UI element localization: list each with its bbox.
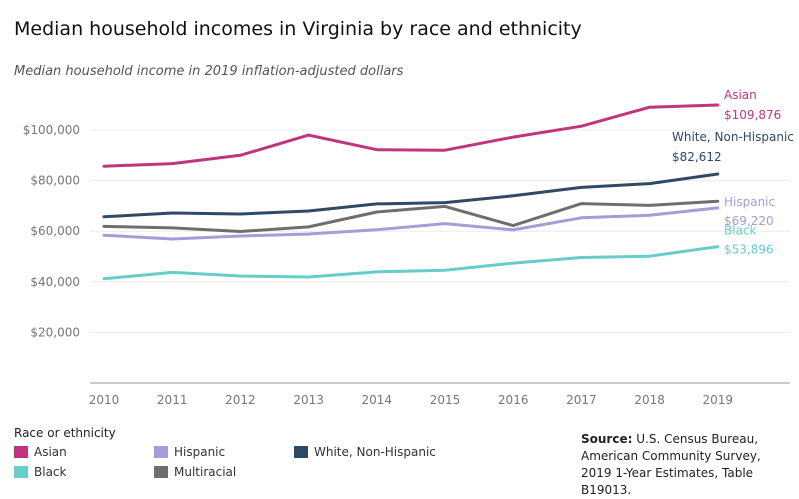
end-label-series-name: Black	[724, 224, 757, 238]
end-labels: Asian $109,876 White, Non-Hispanic $82,612 H…	[672, 88, 794, 257]
x-tick-label: 2014	[362, 393, 393, 407]
series-line-white-non-hispanic	[102, 172, 720, 219]
line-chart: $20,000 $40,000 $60,000 $80,000 $100,000 201…	[23, 88, 794, 407]
y-tick-label: $60,000	[30, 224, 80, 238]
series-line-asian	[102, 103, 720, 168]
x-tick-label: 2015	[430, 393, 461, 407]
legend-title: Race or ethnicity	[14, 426, 116, 440]
y-tick-label: $80,000	[30, 174, 80, 188]
source-label: Source:	[581, 432, 633, 446]
chart-subtitle: Median household income in 2019 inflatio…	[14, 64, 404, 79]
legend-label: Multiracial	[174, 465, 237, 479]
legend-item-asian[interactable]: Asian	[14, 445, 67, 459]
end-label-value: $109,876	[724, 108, 781, 122]
x-tick-label: 2018	[634, 393, 665, 407]
legend-label: Asian	[34, 445, 67, 459]
series-line-multiracial	[102, 199, 720, 233]
end-label-value: $69,220	[724, 214, 774, 228]
series-line-hispanic	[102, 206, 720, 241]
end-label-value: $53,896	[724, 243, 774, 257]
source-text: U.S. Census Bureau, American Community S…	[581, 432, 761, 497]
legend-swatch	[154, 446, 168, 458]
source-note: Source: U.S. Census Bureau, American Com…	[581, 431, 791, 499]
x-tick-label: 2016	[498, 393, 529, 407]
end-label-series-name: White, Non-Hispanic	[672, 130, 794, 144]
x-tick-label: 2017	[566, 393, 597, 407]
y-tick-label: $40,000	[30, 275, 80, 289]
end-label-value: $82,612	[672, 150, 722, 164]
x-tick-label: 2011	[157, 393, 188, 407]
x-tick-label: 2013	[293, 393, 324, 407]
legend-swatch	[14, 446, 28, 458]
end-label-series-name: Hispanic	[724, 195, 775, 209]
chart-title: Median household incomes in Virginia by …	[14, 18, 582, 40]
legend-label: White, Non-Hispanic	[314, 445, 436, 459]
y-axis: $20,000 $40,000 $60,000 $80,000 $100,000	[23, 123, 80, 339]
legend-swatch	[294, 446, 308, 458]
y-tick-label: $20,000	[30, 325, 80, 339]
legend-item-hispanic[interactable]: Hispanic	[154, 445, 225, 459]
legend-swatch	[14, 466, 28, 478]
series-lines	[102, 103, 720, 281]
legend-item-white-non-hispanic[interactable]: White, Non-Hispanic	[294, 445, 436, 459]
x-tick-label: 2019	[703, 393, 734, 407]
series-line-black	[102, 245, 720, 281]
x-axis: 2010 2011 2012 2013 2014 2015 2016 2017 2018 2019	[89, 382, 790, 407]
x-tick-label: 2010	[89, 393, 120, 407]
legend-item-black[interactable]: Black	[14, 465, 66, 479]
legend-label: Hispanic	[174, 445, 226, 459]
legend-swatch	[154, 466, 168, 478]
end-label-series-name: Asian	[724, 88, 757, 102]
y-tick-label: $100,000	[23, 123, 80, 137]
legend-item-multiracial[interactable]: Multiracial	[154, 465, 236, 479]
x-tick-label: 2012	[225, 393, 256, 407]
legend-label: Black	[34, 465, 67, 479]
